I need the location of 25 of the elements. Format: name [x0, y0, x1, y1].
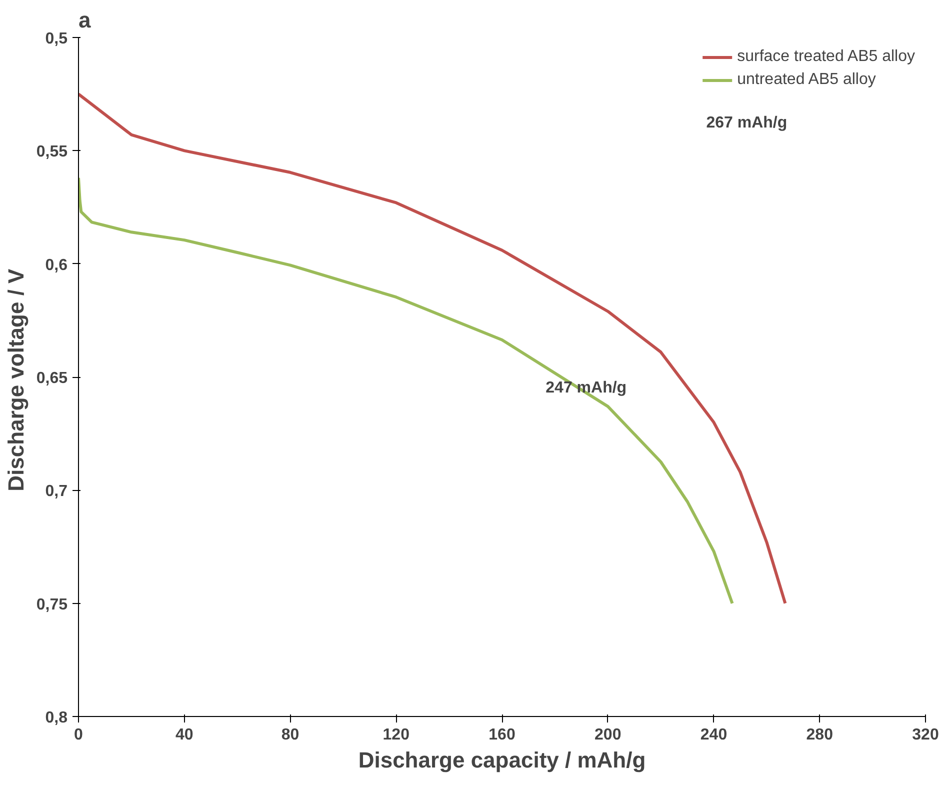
- x-tick-label: 40: [175, 726, 194, 744]
- annotation: 247 mAh/g: [546, 380, 627, 397]
- y-tick-label: 0,8: [45, 710, 68, 726]
- x-tick-label: 280: [806, 726, 834, 744]
- y-tick-label: 0,5: [45, 30, 68, 48]
- x-tick-label: 320: [912, 726, 939, 744]
- x-tick-label: 240: [700, 726, 728, 744]
- y-tick-label: 0,6: [45, 256, 68, 274]
- annotation: 267 mAh/g: [706, 114, 788, 132]
- line-series: [78, 92, 787, 605]
- y-axis-title: Discharge voltage / V: [3, 268, 28, 492]
- x-axis-title: Discharge capacity / mAh/g: [358, 748, 646, 772]
- x-tick-label: 200: [594, 726, 622, 744]
- y-tick-label: 0,7: [45, 483, 68, 500]
- x-tick-label: 120: [382, 726, 410, 744]
- chart-title: a: [78, 8, 92, 32]
- x-tick-label: 160: [488, 726, 516, 744]
- y-tick-label: 0,65: [36, 370, 68, 387]
- x-tick-label: 0: [74, 726, 84, 744]
- legend-label: untreated AB5 alloy: [737, 71, 876, 89]
- y-tick-label: 0,55: [36, 144, 68, 161]
- y-tick-label: 0,75: [36, 596, 68, 614]
- legend-label: surface treated AB5 alloy: [737, 48, 915, 66]
- x-tick-label: 80: [281, 726, 300, 744]
- line-series: [78, 176, 734, 605]
